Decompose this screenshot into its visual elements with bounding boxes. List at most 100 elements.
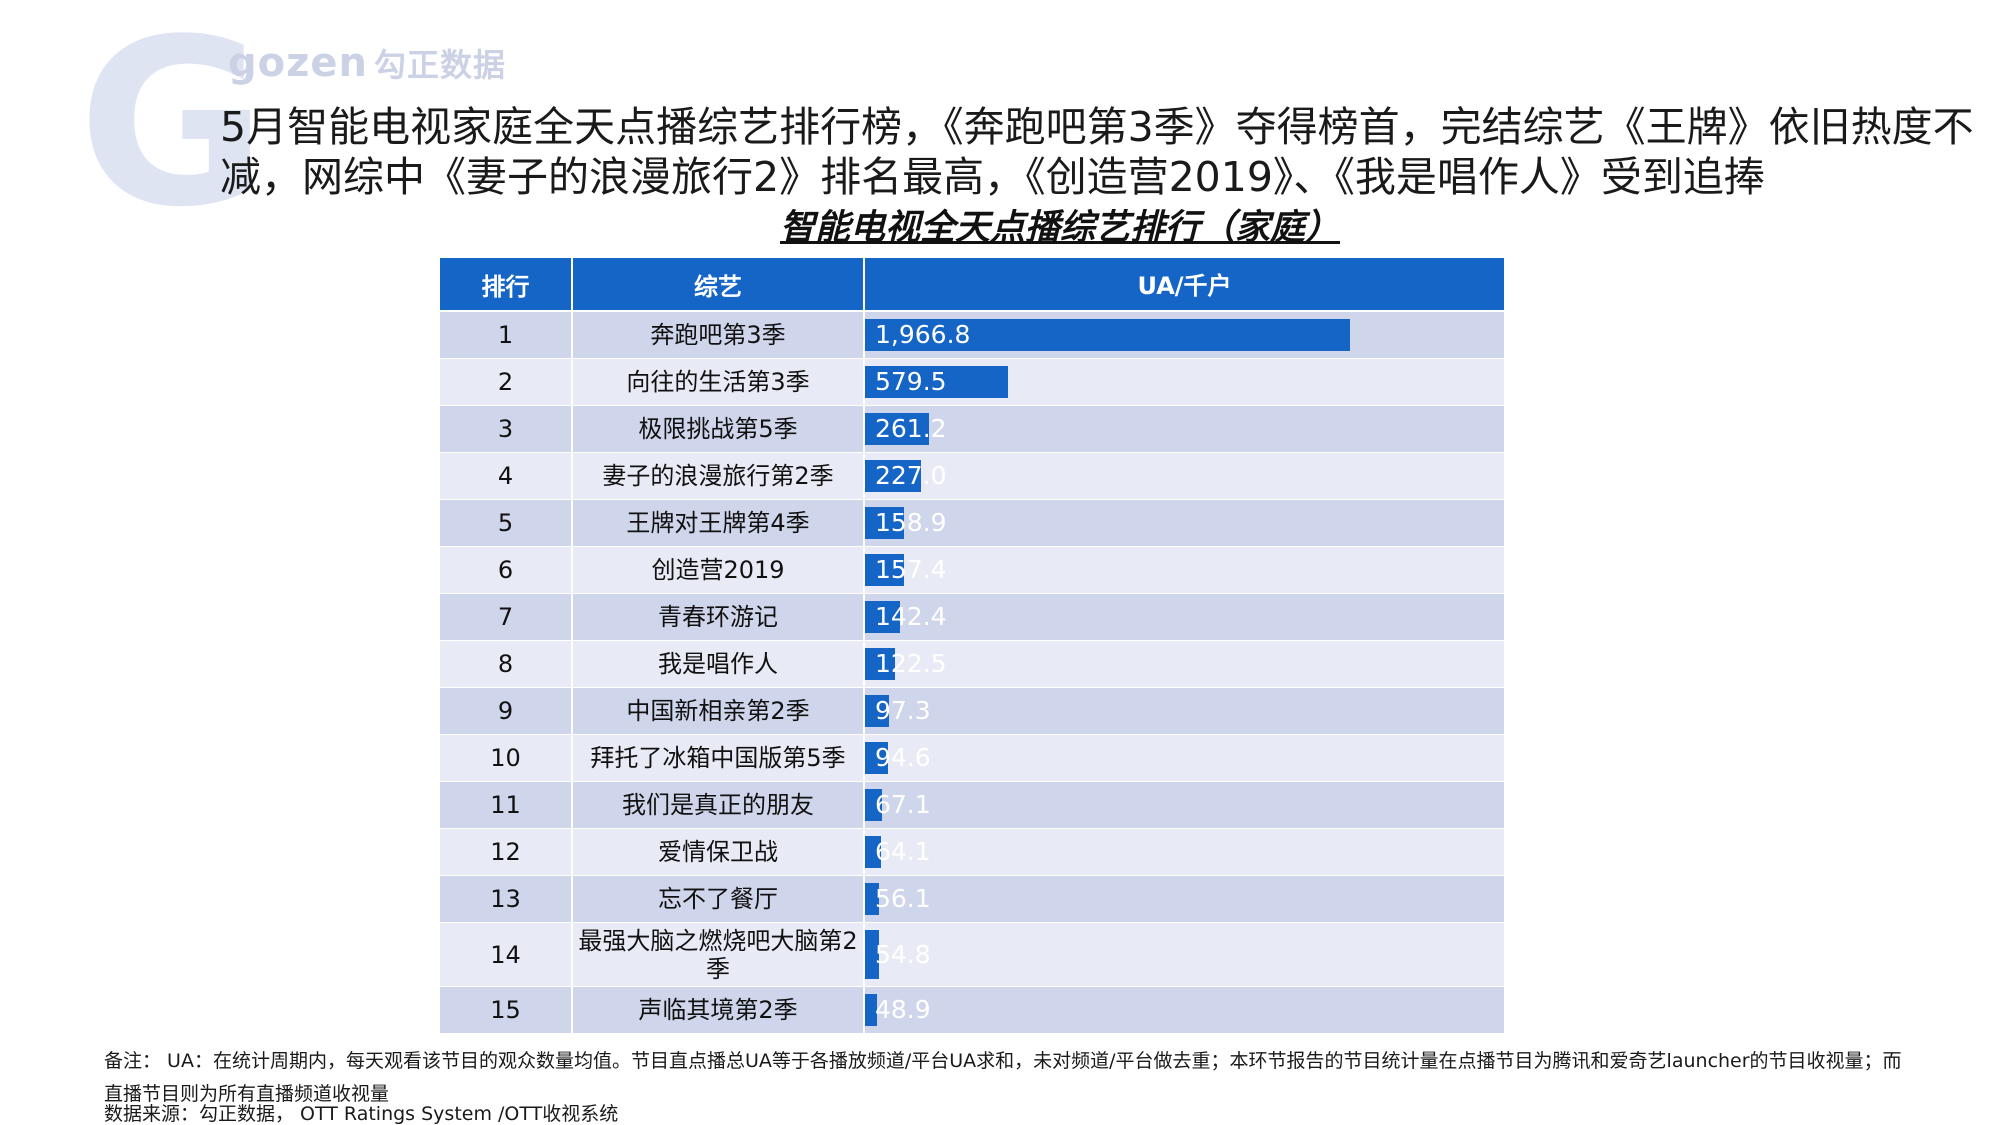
- table-row: 5 王牌对王牌第4季 158.9: [440, 500, 1504, 546]
- show-name-cell: 极限挑战第5季: [573, 406, 863, 452]
- rank-cell: 2: [440, 359, 571, 405]
- ua-bar: [865, 883, 879, 915]
- ua-cell: 94.6: [865, 735, 1504, 781]
- rank-cell: 1: [440, 312, 571, 358]
- rank-cell: 12: [440, 829, 571, 875]
- ua-cell: 97.3: [865, 688, 1504, 734]
- ua-value-label: 579.5: [875, 367, 947, 396]
- rank-cell: 10: [440, 735, 571, 781]
- rank-cell: 3: [440, 406, 571, 452]
- ua-cell: 64.1: [865, 829, 1504, 875]
- header-name: 综艺: [573, 258, 863, 310]
- table-row: 1 奔跑吧第3季 1,966.8: [440, 312, 1504, 358]
- logo-cn: 勾正数据: [374, 46, 507, 84]
- ua-cell: 142.4: [865, 594, 1504, 640]
- ua-cell: 227.0: [865, 453, 1504, 499]
- ua-value-label: 64.1: [875, 837, 931, 866]
- table-row: 9 中国新相亲第2季 97.3: [440, 688, 1504, 734]
- table-row: 8 我是唱作人 122.5: [440, 641, 1504, 687]
- rank-cell: 14: [440, 923, 571, 986]
- table-row: 13 忘不了餐厅 56.1: [440, 876, 1504, 922]
- rank-cell: 11: [440, 782, 571, 828]
- table-row: 11 我们是真正的朋友 67.1: [440, 782, 1504, 828]
- ua-value-label: 56.1: [875, 884, 931, 913]
- table-row: 4 妻子的浪漫旅行第2季 227.0: [440, 453, 1504, 499]
- ua-bar: [865, 994, 877, 1026]
- show-name-cell: 我们是真正的朋友: [573, 782, 863, 828]
- ua-bar: [865, 789, 882, 821]
- ua-bar: [865, 507, 904, 539]
- table-row: 3 极限挑战第5季 261.2: [440, 406, 1504, 452]
- ua-bar: [865, 319, 1350, 351]
- rank-cell: 7: [440, 594, 571, 640]
- show-name-cell: 王牌对王牌第4季: [573, 500, 863, 546]
- ua-cell: 67.1: [865, 782, 1504, 828]
- rank-cell: 9: [440, 688, 571, 734]
- table-row: 6 创造营2019 157.4: [440, 547, 1504, 593]
- ua-cell: 54.8: [865, 923, 1504, 986]
- ua-bar: [865, 648, 895, 680]
- ua-cell: 157.4: [865, 547, 1504, 593]
- table-row: 14 最强大脑之燃烧吧大脑第2季 54.8: [440, 923, 1504, 986]
- logo-brand: gozen: [228, 40, 368, 86]
- show-name-cell: 我是唱作人: [573, 641, 863, 687]
- ua-bar: [865, 554, 904, 586]
- show-name-cell: 奔跑吧第3季: [573, 312, 863, 358]
- ua-value-label: 94.6: [875, 743, 931, 772]
- ua-bar: [865, 460, 921, 492]
- table-row: 12 爱情保卫战 64.1: [440, 829, 1504, 875]
- ua-value-label: 54.8: [875, 939, 931, 969]
- ua-cell: 158.9: [865, 500, 1504, 546]
- ua-value-label: 227.0: [875, 461, 947, 490]
- ua-cell: 122.5: [865, 641, 1504, 687]
- ua-cell: 56.1: [865, 876, 1504, 922]
- show-name-cell: 爱情保卫战: [573, 829, 863, 875]
- show-name-cell: 青春环游记: [573, 594, 863, 640]
- ua-bar: [865, 366, 1008, 398]
- table-row: 15 声临其境第2季 48.9: [440, 987, 1504, 1033]
- ua-cell: 48.9: [865, 987, 1504, 1033]
- ua-value-label: 261.2: [875, 414, 947, 443]
- show-name-cell: 创造营2019: [573, 547, 863, 593]
- ua-value-label: 48.9: [875, 995, 931, 1024]
- rank-cell: 6: [440, 547, 571, 593]
- footnote-source: 数据来源：勾正数据， OTT Ratings System /OTT收视系统: [104, 1103, 619, 1125]
- ua-value-label: 142.4: [875, 602, 947, 631]
- ua-bar: [865, 601, 900, 633]
- rank-cell: 4: [440, 453, 571, 499]
- ua-bar: [865, 930, 879, 979]
- ua-cell: 1,966.8: [865, 312, 1504, 358]
- watermark-g-logo: G: [78, 0, 267, 258]
- show-name-cell: 拜托了冰箱中国版第5季: [573, 735, 863, 781]
- ua-bar: [865, 836, 881, 868]
- table-row: 2 向往的生活第3季 579.5: [440, 359, 1504, 405]
- ua-bar: [865, 742, 888, 774]
- ua-value-label: 158.9: [875, 508, 947, 537]
- show-name-cell: 忘不了餐厅: [573, 876, 863, 922]
- ua-bar: [865, 413, 929, 445]
- show-name-cell: 妻子的浪漫旅行第2季: [573, 453, 863, 499]
- headline: 5月智能电视家庭全天点播综艺排行榜，《奔跑吧第3季》夺得榜首，完结综艺《王牌》依…: [220, 103, 1974, 201]
- show-name-cell: 中国新相亲第2季: [573, 688, 863, 734]
- table-row: 7 青春环游记 142.4: [440, 594, 1504, 640]
- show-name-cell: 向往的生活第3季: [573, 359, 863, 405]
- ua-cell: 579.5: [865, 359, 1504, 405]
- rank-cell: 5: [440, 500, 571, 546]
- ua-value-label: 97.3: [875, 696, 931, 725]
- show-name-cell: 最强大脑之燃烧吧大脑第2季: [573, 923, 863, 986]
- ua-value-label: 67.1: [875, 790, 931, 819]
- ua-bar: [865, 695, 889, 727]
- header-ua: UA/千户: [865, 258, 1504, 310]
- footnote-note: 备注： UA：在统计周期内，每天观看该节目的观众数量均值。节目直点播总UA等于各…: [104, 1050, 1902, 1105]
- show-name-cell: 声临其境第2季: [573, 987, 863, 1033]
- table-row: 10 拜托了冰箱中国版第5季 94.6: [440, 735, 1504, 781]
- chart-title: 智能电视全天点播综艺排行（家庭）: [780, 208, 1341, 248]
- rank-cell: 15: [440, 987, 571, 1033]
- ua-cell: 261.2: [865, 406, 1504, 452]
- gozen-logo: gozen 勾正数据: [228, 40, 506, 86]
- ua-value-label: 122.5: [875, 649, 947, 678]
- rank-cell: 8: [440, 641, 571, 687]
- ua-value-label: 157.4: [875, 555, 947, 584]
- header-rank: 排行: [440, 258, 571, 310]
- rank-cell: 13: [440, 876, 571, 922]
